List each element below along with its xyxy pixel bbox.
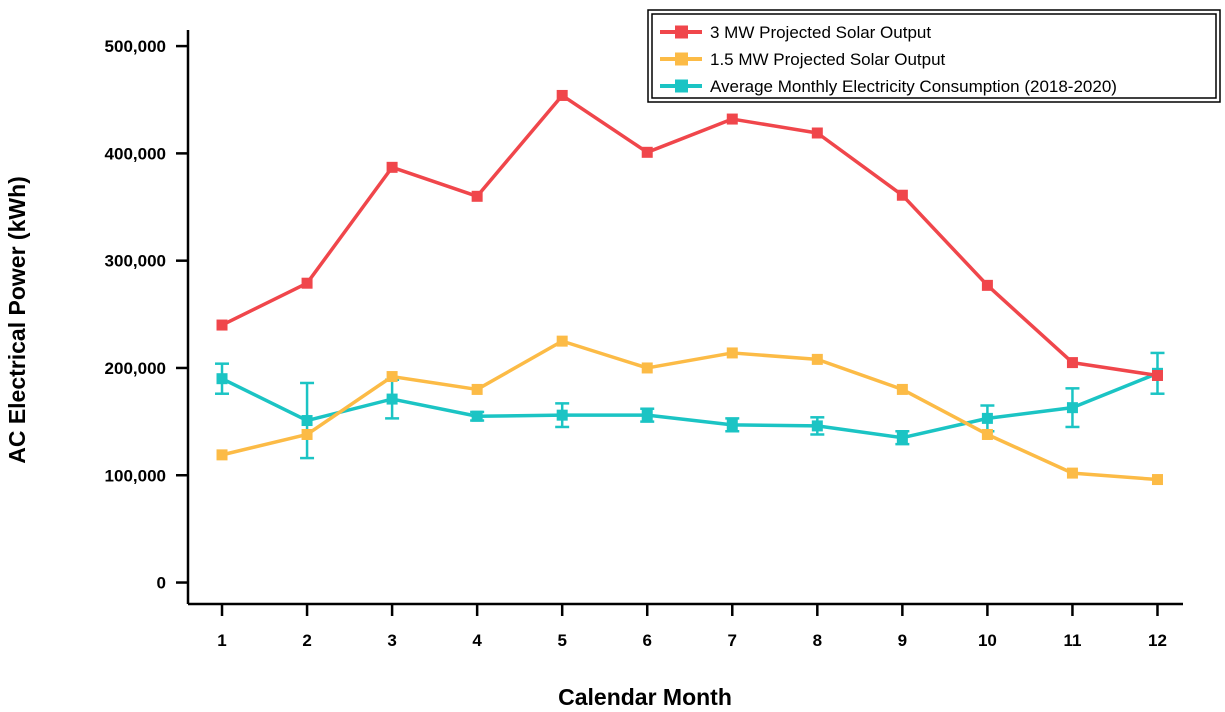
legend-marker (675, 52, 688, 66)
y-tick-label: 300,000 (105, 252, 166, 271)
legend-marker (675, 79, 688, 93)
data-point (216, 319, 228, 331)
data-point (726, 419, 738, 431)
y-ticks: 0 100,000 200,000 300,000 400,000 500,000 (105, 37, 188, 593)
x-axis-title: Calendar Month (558, 684, 732, 710)
data-point (216, 449, 228, 461)
legend-marker (675, 25, 688, 39)
data-point (726, 347, 738, 359)
data-point (641, 146, 653, 158)
legend-label: Average Monthly Electricity Consumption … (710, 77, 1117, 96)
series-line (221, 339, 1158, 482)
data-point (896, 432, 908, 444)
data-point (471, 383, 483, 395)
x-tick-label: 12 (1148, 631, 1167, 650)
data-point (1066, 467, 1078, 479)
x-tick-label: 2 (302, 631, 311, 650)
y-tick-label: 500,000 (105, 37, 166, 56)
data-point (811, 353, 823, 365)
x-tick-label: 9 (898, 631, 907, 650)
data-point (896, 189, 908, 201)
x-tick-label: 4 (472, 631, 482, 650)
x-tick-label: 7 (728, 631, 737, 650)
series-1 (216, 89, 1163, 381)
data-point (641, 409, 653, 421)
y-tick-label: 0 (157, 574, 166, 593)
legend-label: 3 MW Projected Solar Output (710, 23, 931, 42)
y-axis-title: AC Electrical Power (kWh) (4, 176, 30, 464)
data-point (556, 409, 568, 421)
y-tick-label: 100,000 (105, 466, 166, 485)
legend-item: 1.5 MW Projected Solar Output (660, 50, 946, 69)
x-tick-label: 3 (387, 631, 396, 650)
data-point (811, 127, 823, 139)
data-point (556, 335, 568, 347)
data-point (981, 412, 993, 424)
data-point (981, 279, 993, 291)
data-point (1151, 474, 1163, 486)
series-line (221, 93, 1158, 378)
data-point (726, 113, 738, 125)
x-tick-label: 10 (978, 631, 997, 650)
data-point (471, 190, 483, 202)
data-point (896, 383, 908, 395)
data-point (556, 89, 568, 101)
legend: 3 MW Projected Solar Output 1.5 MW Projec… (647, 9, 1221, 103)
data-point (386, 393, 398, 405)
data-point (386, 161, 398, 173)
data-point (216, 373, 228, 385)
legend-item: 3 MW Projected Solar Output (660, 23, 931, 42)
plot-area (215, 89, 1165, 486)
series-3 (215, 351, 1165, 460)
data-point (1066, 402, 1078, 414)
x-tick-label: 11 (1063, 631, 1081, 650)
data-point (981, 428, 993, 440)
data-point (1151, 369, 1163, 381)
data-point (301, 277, 313, 289)
data-point (386, 371, 398, 383)
y-tick-label: 200,000 (105, 359, 166, 378)
x-ticks: 1 2 3 4 5 6 7 8 9 10 11 12 (217, 604, 1167, 650)
series-line (221, 371, 1159, 440)
y-tick-label: 400,000 (105, 144, 166, 163)
x-tick-label: 8 (813, 631, 822, 650)
x-tick-label: 6 (642, 631, 651, 650)
legend-label: 1.5 MW Projected Solar Output (710, 50, 946, 69)
x-tick-label: 1 (217, 631, 226, 650)
x-tick-label: 5 (557, 631, 566, 650)
data-point (301, 428, 313, 440)
series-2 (216, 335, 1163, 486)
data-point (811, 420, 823, 432)
data-point (1066, 357, 1078, 369)
data-point (301, 415, 313, 427)
data-point (641, 362, 653, 374)
legend-item: Average Monthly Electricity Consumption … (660, 77, 1117, 96)
data-point (471, 410, 483, 422)
